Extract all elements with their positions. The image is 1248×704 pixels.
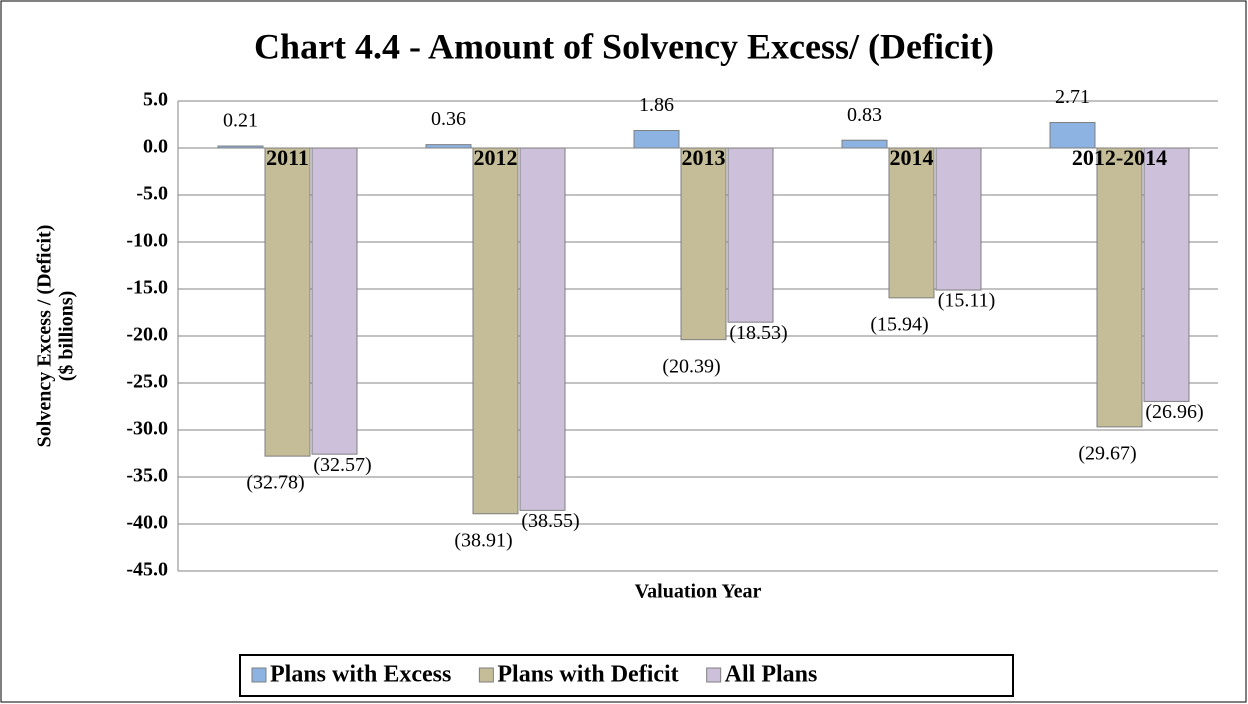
bar (633, 130, 680, 149)
y-tick-label: -5.0 (136, 183, 168, 205)
bar (519, 147, 566, 511)
value-label: (15.94) (870, 313, 928, 335)
y-label: Solvency Excess / (Deficit) (34, 225, 56, 448)
y-tick-label: -35.0 (126, 465, 168, 487)
y-tick-label: -25.0 (126, 371, 168, 393)
y-tick-label: -45.0 (126, 559, 168, 581)
bar (264, 147, 311, 457)
value-label: 0.36 (431, 108, 466, 130)
bar (680, 147, 727, 341)
y-tick-label: -30.0 (126, 418, 168, 440)
value-label: (38.91) (454, 529, 512, 551)
x-tick-label: 2014 (890, 145, 934, 170)
value-label: (38.55) (521, 510, 579, 532)
y-tick-label: -15.0 (126, 277, 168, 299)
x-tick-label: 2011 (266, 145, 309, 170)
bar (1096, 147, 1143, 428)
value-label: (32.57) (313, 454, 371, 476)
legend-swatch (706, 667, 722, 683)
y-tick-label: 5.0 (143, 89, 168, 111)
value-label: 0.83 (847, 104, 882, 126)
bar (472, 147, 519, 515)
x-axis-title: Valuation Year (635, 581, 762, 603)
bar (217, 145, 264, 149)
value-label: 0.21 (223, 110, 258, 132)
y-axis-title: Solvency Excess / (Deficit) ($ billions) (34, 225, 78, 448)
y-tick-label: 0.0 (143, 136, 168, 158)
legend-swatch (478, 667, 494, 683)
y-label-unit: ($ billions) (56, 291, 78, 382)
bar (888, 147, 935, 299)
y-tick-label: -10.0 (126, 230, 168, 252)
value-label: (32.78) (246, 472, 304, 494)
value-label: (15.11) (938, 290, 996, 312)
value-label: (29.67) (1078, 442, 1136, 464)
legend-swatch (251, 667, 267, 683)
legend-label: Plans with Excess (270, 662, 451, 688)
bar (311, 147, 358, 455)
value-label: (26.96) (1145, 401, 1203, 423)
bar (935, 147, 982, 291)
legend-label: All Plans (725, 662, 818, 688)
y-tick-label: -20.0 (126, 324, 168, 346)
x-tick-label: 2012-2014 (1072, 145, 1167, 170)
value-label: 1.86 (639, 94, 674, 116)
bar (1049, 122, 1096, 149)
value-label: 2.71 (1055, 86, 1090, 108)
legend-box (239, 654, 1014, 697)
bar (841, 139, 888, 149)
bar (425, 144, 472, 149)
bar (727, 147, 774, 323)
value-label: (18.53) (729, 322, 787, 344)
x-tick-label: 2012 (474, 145, 518, 170)
bar (1143, 147, 1190, 402)
x-tick-label: 2013 (682, 145, 726, 170)
y-tick-label: -40.0 (126, 512, 168, 534)
value-label: (20.39) (662, 355, 720, 377)
legend-label: Plans with Deficit (497, 662, 678, 688)
chart-title: Chart 4.4 - Amount of Solvency Excess/ (… (254, 26, 994, 66)
